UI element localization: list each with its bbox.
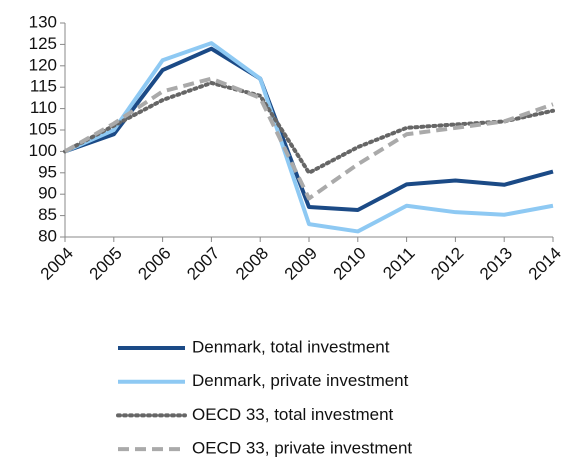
y-tick-label: 130: [29, 12, 57, 31]
x-tick-label: 2004: [37, 244, 77, 284]
x-tick-label: 2012: [427, 244, 467, 284]
x-tick-label: 2008: [232, 244, 272, 284]
x-tick-label: 2010: [330, 244, 370, 284]
series-line: [64, 41, 554, 234]
legend-label: Denmark, total investment: [192, 337, 390, 356]
y-tick-label: 120: [29, 55, 57, 74]
y-tick-label: 80: [38, 226, 57, 245]
y-tick-label: 90: [38, 184, 57, 203]
x-tick-label: 2007: [183, 244, 223, 284]
x-tick-label: 2013: [476, 244, 516, 284]
legend-label: OECD 33, total investment: [192, 405, 394, 424]
y-tick-label: 85: [38, 205, 57, 224]
x-tick-label: 2014: [525, 244, 563, 284]
series-line: [63, 80, 555, 175]
y-tick-label: 95: [38, 162, 57, 181]
x-tick-label: 2006: [134, 244, 174, 284]
y-tick-label: 110: [30, 98, 57, 117]
y-tick-label: 105: [29, 119, 57, 138]
series-line: [64, 46, 554, 213]
legend-label: OECD 33, private investment: [192, 439, 412, 458]
y-tick-label: 115: [30, 77, 57, 96]
y-tick-label: 125: [29, 34, 57, 53]
x-tick-label: 2005: [86, 244, 126, 284]
series-line: [64, 76, 554, 201]
y-tick-label: 100: [29, 141, 57, 160]
x-tick-label: 2009: [281, 244, 321, 284]
x-tick-label: 2011: [379, 244, 418, 283]
legend-label: Denmark, private investment: [192, 371, 409, 390]
